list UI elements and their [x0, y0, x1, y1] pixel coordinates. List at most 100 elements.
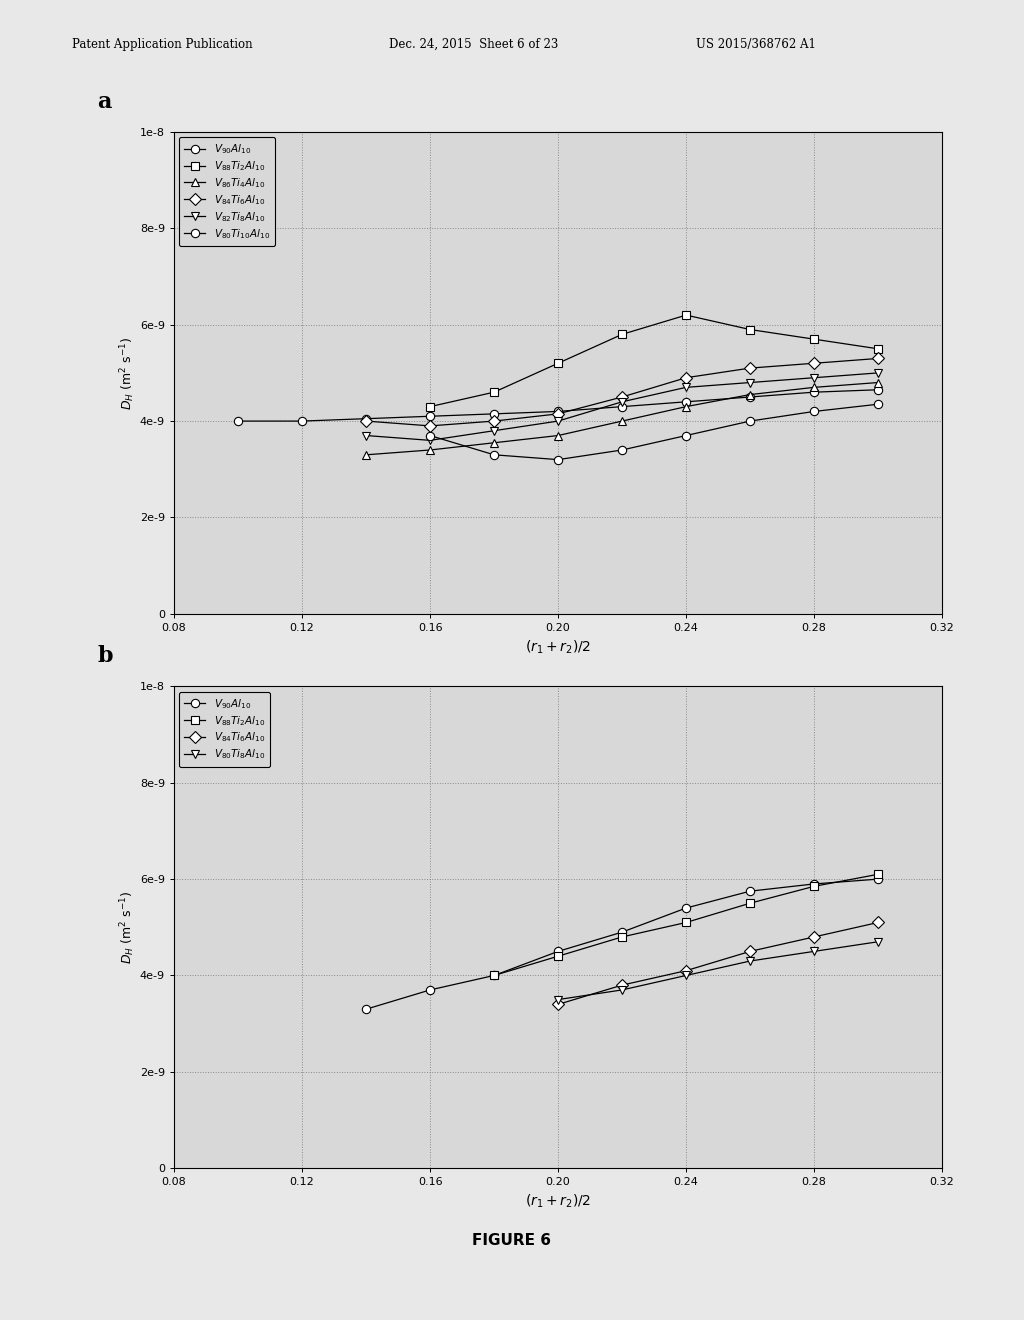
$V_{90}Al_{10}$ [872, 381, 885, 397]
Text: b: b [97, 645, 113, 667]
X-axis label: $(r_1 + r_2)/2$: $(r_1 + r_2)/2$ [525, 1193, 591, 1210]
$V_{80}Ti_8Al_{10}$ [552, 991, 564, 1007]
$V_{82}Ti_8Al_{10}$ [743, 375, 756, 391]
$V_{86}Ti_4Al_{10}$ [872, 375, 885, 391]
Legend: $V_{90}Al_{10}$, $V_{88}Ti_2Al_{10}$, $V_{84}Ti_6Al_{10}$, $V_{80}Ti_8Al_{10}$: $V_{90}Al_{10}$, $V_{88}Ti_2Al_{10}$, $V… [179, 692, 270, 767]
$V_{90}Al_{10}$ [488, 968, 501, 983]
$V_{90}Al_{10}$ [488, 407, 501, 422]
$V_{84}Ti_6Al_{10}$ [552, 997, 564, 1012]
$V_{90}Al_{10}$ [296, 413, 308, 429]
$V_{86}Ti_4Al_{10}$ [808, 379, 820, 395]
$V_{80}Ti_{10}Al_{10}$ [616, 442, 629, 458]
$V_{84}Ti_6Al_{10}$ [872, 915, 885, 931]
$V_{80}Ti_{10}Al_{10}$ [552, 451, 564, 467]
$V_{88}Ti_2Al_{10}$ [616, 326, 629, 342]
$V_{82}Ti_8Al_{10}$ [616, 393, 629, 409]
$V_{86}Ti_4Al_{10}$ [424, 442, 436, 458]
$V_{82}Ti_8Al_{10}$ [808, 370, 820, 385]
$V_{88}Ti_2Al_{10}$ [872, 341, 885, 356]
$V_{86}Ti_4Al_{10}$ [552, 428, 564, 444]
Text: FIGURE 6: FIGURE 6 [472, 1233, 552, 1249]
$V_{86}Ti_4Al_{10}$ [680, 399, 692, 414]
Y-axis label: $D_H$ (m$^2$ s$^{-1}$): $D_H$ (m$^2$ s$^{-1}$) [119, 337, 137, 409]
Text: Dec. 24, 2015  Sheet 6 of 23: Dec. 24, 2015 Sheet 6 of 23 [389, 37, 558, 50]
$V_{88}Ti_2Al_{10}$ [424, 399, 436, 414]
$V_{80}Ti_{10}Al_{10}$ [680, 428, 692, 444]
$V_{90}Al_{10}$ [552, 944, 564, 960]
$V_{90}Al_{10}$ [424, 408, 436, 424]
Line: $V_{84}Ti_6Al_{10}$: $V_{84}Ti_6Al_{10}$ [554, 919, 883, 1008]
Line: $V_{82}Ti_8Al_{10}$: $V_{82}Ti_8Al_{10}$ [361, 368, 883, 445]
$V_{84}Ti_6Al_{10}$ [743, 944, 756, 960]
$V_{90}Al_{10}$ [616, 924, 629, 940]
$V_{80}Ti_8Al_{10}$ [680, 968, 692, 983]
$V_{88}Ti_2Al_{10}$ [488, 384, 501, 400]
$V_{84}Ti_6Al_{10}$ [808, 355, 820, 371]
$V_{80}Ti_{10}Al_{10}$ [743, 413, 756, 429]
$V_{88}Ti_2Al_{10}$ [872, 866, 885, 882]
$V_{90}Al_{10}$ [680, 393, 692, 409]
Text: US 2015/368762 A1: US 2015/368762 A1 [696, 37, 816, 50]
$V_{90}Al_{10}$ [872, 871, 885, 887]
$V_{82}Ti_8Al_{10}$ [872, 364, 885, 380]
$V_{88}Ti_2Al_{10}$ [680, 308, 692, 323]
$V_{90}Al_{10}$ [360, 411, 373, 426]
$V_{90}Al_{10}$ [424, 982, 436, 998]
$V_{88}Ti_2Al_{10}$ [808, 331, 820, 347]
$V_{86}Ti_4Al_{10}$ [743, 387, 756, 403]
Line: $V_{88}Ti_2Al_{10}$: $V_{88}Ti_2Al_{10}$ [489, 870, 883, 979]
$V_{90}Al_{10}$ [680, 900, 692, 916]
$V_{84}Ti_6Al_{10}$ [872, 351, 885, 367]
$V_{88}Ti_2Al_{10}$ [616, 929, 629, 945]
$V_{90}Al_{10}$ [808, 384, 820, 400]
$V_{90}Al_{10}$ [743, 883, 756, 899]
$V_{84}Ti_6Al_{10}$ [488, 413, 501, 429]
$V_{84}Ti_6Al_{10}$ [616, 977, 629, 993]
Line: $V_{80}Ti_{10}Al_{10}$: $V_{80}Ti_{10}Al_{10}$ [426, 400, 883, 463]
$V_{84}Ti_6Al_{10}$ [808, 929, 820, 945]
$V_{84}Ti_6Al_{10}$ [360, 413, 373, 429]
Line: $V_{84}Ti_6Al_{10}$: $V_{84}Ti_6Al_{10}$ [361, 354, 883, 430]
Text: a: a [97, 91, 112, 112]
Line: $V_{80}Ti_8Al_{10}$: $V_{80}Ti_8Al_{10}$ [554, 937, 883, 1003]
$V_{90}Al_{10}$ [360, 1002, 373, 1018]
Line: $V_{90}Al_{10}$: $V_{90}Al_{10}$ [361, 875, 883, 1014]
Y-axis label: $D_H$ (m$^2$ s$^{-1}$): $D_H$ (m$^2$ s$^{-1}$) [119, 891, 137, 964]
$V_{88}Ti_2Al_{10}$ [743, 322, 756, 338]
$V_{84}Ti_6Al_{10}$ [680, 962, 692, 978]
$V_{80}Ti_{10}Al_{10}$ [808, 404, 820, 420]
$V_{80}Ti_8Al_{10}$ [616, 982, 629, 998]
$V_{88}Ti_2Al_{10}$ [680, 915, 692, 931]
$V_{88}Ti_2Al_{10}$ [488, 968, 501, 983]
$V_{84}Ti_6Al_{10}$ [680, 370, 692, 385]
$V_{90}Al_{10}$ [552, 404, 564, 420]
$V_{84}Ti_6Al_{10}$ [552, 407, 564, 422]
$V_{90}Al_{10}$ [231, 413, 245, 429]
Line: $V_{88}Ti_2Al_{10}$: $V_{88}Ti_2Al_{10}$ [426, 312, 883, 411]
$V_{82}Ti_8Al_{10}$ [424, 433, 436, 449]
$V_{82}Ti_8Al_{10}$ [680, 379, 692, 395]
$V_{80}Ti_8Al_{10}$ [743, 953, 756, 969]
X-axis label: $(r_1 + r_2)/2$: $(r_1 + r_2)/2$ [525, 639, 591, 656]
$V_{84}Ti_6Al_{10}$ [424, 418, 436, 434]
$V_{82}Ti_8Al_{10}$ [552, 413, 564, 429]
$V_{88}Ti_2Al_{10}$ [808, 878, 820, 894]
$V_{80}Ti_{10}Al_{10}$ [872, 396, 885, 412]
Legend: $V_{90}Al_{10}$, $V_{88}Ti_2Al_{10}$, $V_{86}Ti_4Al_{10}$, $V_{84}Ti_6Al_{10}$, : $V_{90}Al_{10}$, $V_{88}Ti_2Al_{10}$, $V… [179, 137, 275, 246]
$V_{88}Ti_2Al_{10}$ [743, 895, 756, 911]
$V_{80}Ti_8Al_{10}$ [808, 944, 820, 960]
$V_{90}Al_{10}$ [743, 389, 756, 405]
$V_{90}Al_{10}$ [616, 399, 629, 414]
$V_{84}Ti_6Al_{10}$ [743, 360, 756, 376]
$V_{86}Ti_4Al_{10}$ [616, 413, 629, 429]
$V_{86}Ti_4Al_{10}$ [488, 434, 501, 450]
$V_{90}Al_{10}$ [808, 876, 820, 892]
$V_{84}Ti_6Al_{10}$ [616, 389, 629, 405]
$V_{88}Ti_2Al_{10}$ [552, 948, 564, 964]
Line: $V_{86}Ti_4Al_{10}$: $V_{86}Ti_4Al_{10}$ [361, 379, 883, 459]
$V_{88}Ti_2Al_{10}$ [552, 355, 564, 371]
Line: $V_{90}Al_{10}$: $V_{90}Al_{10}$ [233, 385, 883, 425]
$V_{80}Ti_8Al_{10}$ [872, 933, 885, 949]
$V_{80}Ti_{10}Al_{10}$ [424, 428, 436, 444]
$V_{82}Ti_8Al_{10}$ [360, 428, 373, 444]
